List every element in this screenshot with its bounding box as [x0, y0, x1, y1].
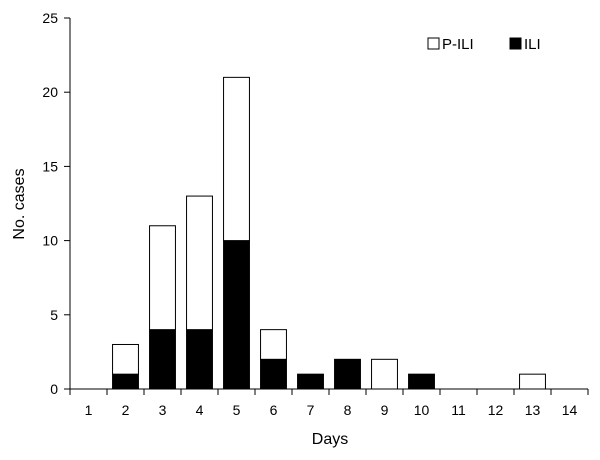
bar-ili-day-7: [297, 373, 324, 390]
x-tick-label: 5: [233, 402, 241, 418]
legend-label-p-ili: P-ILI: [442, 36, 474, 53]
y-tick-label: 10: [42, 233, 58, 249]
legend-label-ili: ILI: [524, 36, 541, 53]
x-axis-title: Days: [312, 431, 348, 448]
legend-swatch-ili: [509, 37, 522, 50]
x-axis: 1 2 3 4 5 6 7 8 9 10 11 12 13 14: [69, 388, 589, 418]
y-tick-label: 0: [50, 381, 58, 397]
bar-p-ili-day-13: [519, 373, 546, 390]
y-tick-label: 5: [50, 307, 58, 323]
bar-ili-day-2: [112, 373, 139, 390]
y-axis-title: No. cases: [11, 168, 28, 239]
x-tick-label: 8: [344, 402, 352, 418]
bar-ili-day-4: [186, 329, 213, 390]
bar-p-ili-day-4: [186, 195, 213, 331]
bar-ili-day-3: [149, 329, 176, 390]
x-tick-label: 1: [85, 402, 93, 418]
x-tick-label: 11: [451, 402, 466, 418]
y-tick-label: 20: [42, 84, 58, 100]
bar-p-ili-day-9: [371, 358, 398, 390]
bar-p-ili-day-3: [149, 225, 176, 331]
x-tick-label: 4: [196, 402, 204, 418]
x-tick-label: 13: [525, 402, 541, 418]
x-tick-label: 10: [414, 402, 430, 418]
bar-p-ili-day-2: [112, 343, 139, 375]
x-tick-label: 7: [307, 402, 315, 418]
y-axis: 0 5 10 15 20 25: [42, 10, 71, 397]
x-tick-label: 3: [159, 402, 167, 418]
bar-ili-day-8: [334, 358, 361, 390]
x-tick-label: 2: [122, 402, 130, 418]
plot-area: [112, 76, 546, 390]
y-tick-label: 25: [42, 10, 58, 26]
x-tick-label: 14: [562, 402, 578, 418]
bar-p-ili-day-5: [223, 76, 250, 242]
bar-ili-day-6: [260, 358, 287, 390]
bar-ili-day-10: [408, 373, 435, 390]
x-tick-label: 12: [488, 402, 504, 418]
x-tick-label: 9: [381, 402, 389, 418]
y-tick-label: 15: [42, 158, 58, 174]
x-tick-label: 6: [270, 402, 278, 418]
bar-ili-day-5: [223, 240, 250, 390]
legend-swatch-p-ili: [427, 37, 440, 50]
bar-p-ili-day-6: [260, 329, 287, 360]
legend: P-ILI ILI: [427, 36, 541, 53]
